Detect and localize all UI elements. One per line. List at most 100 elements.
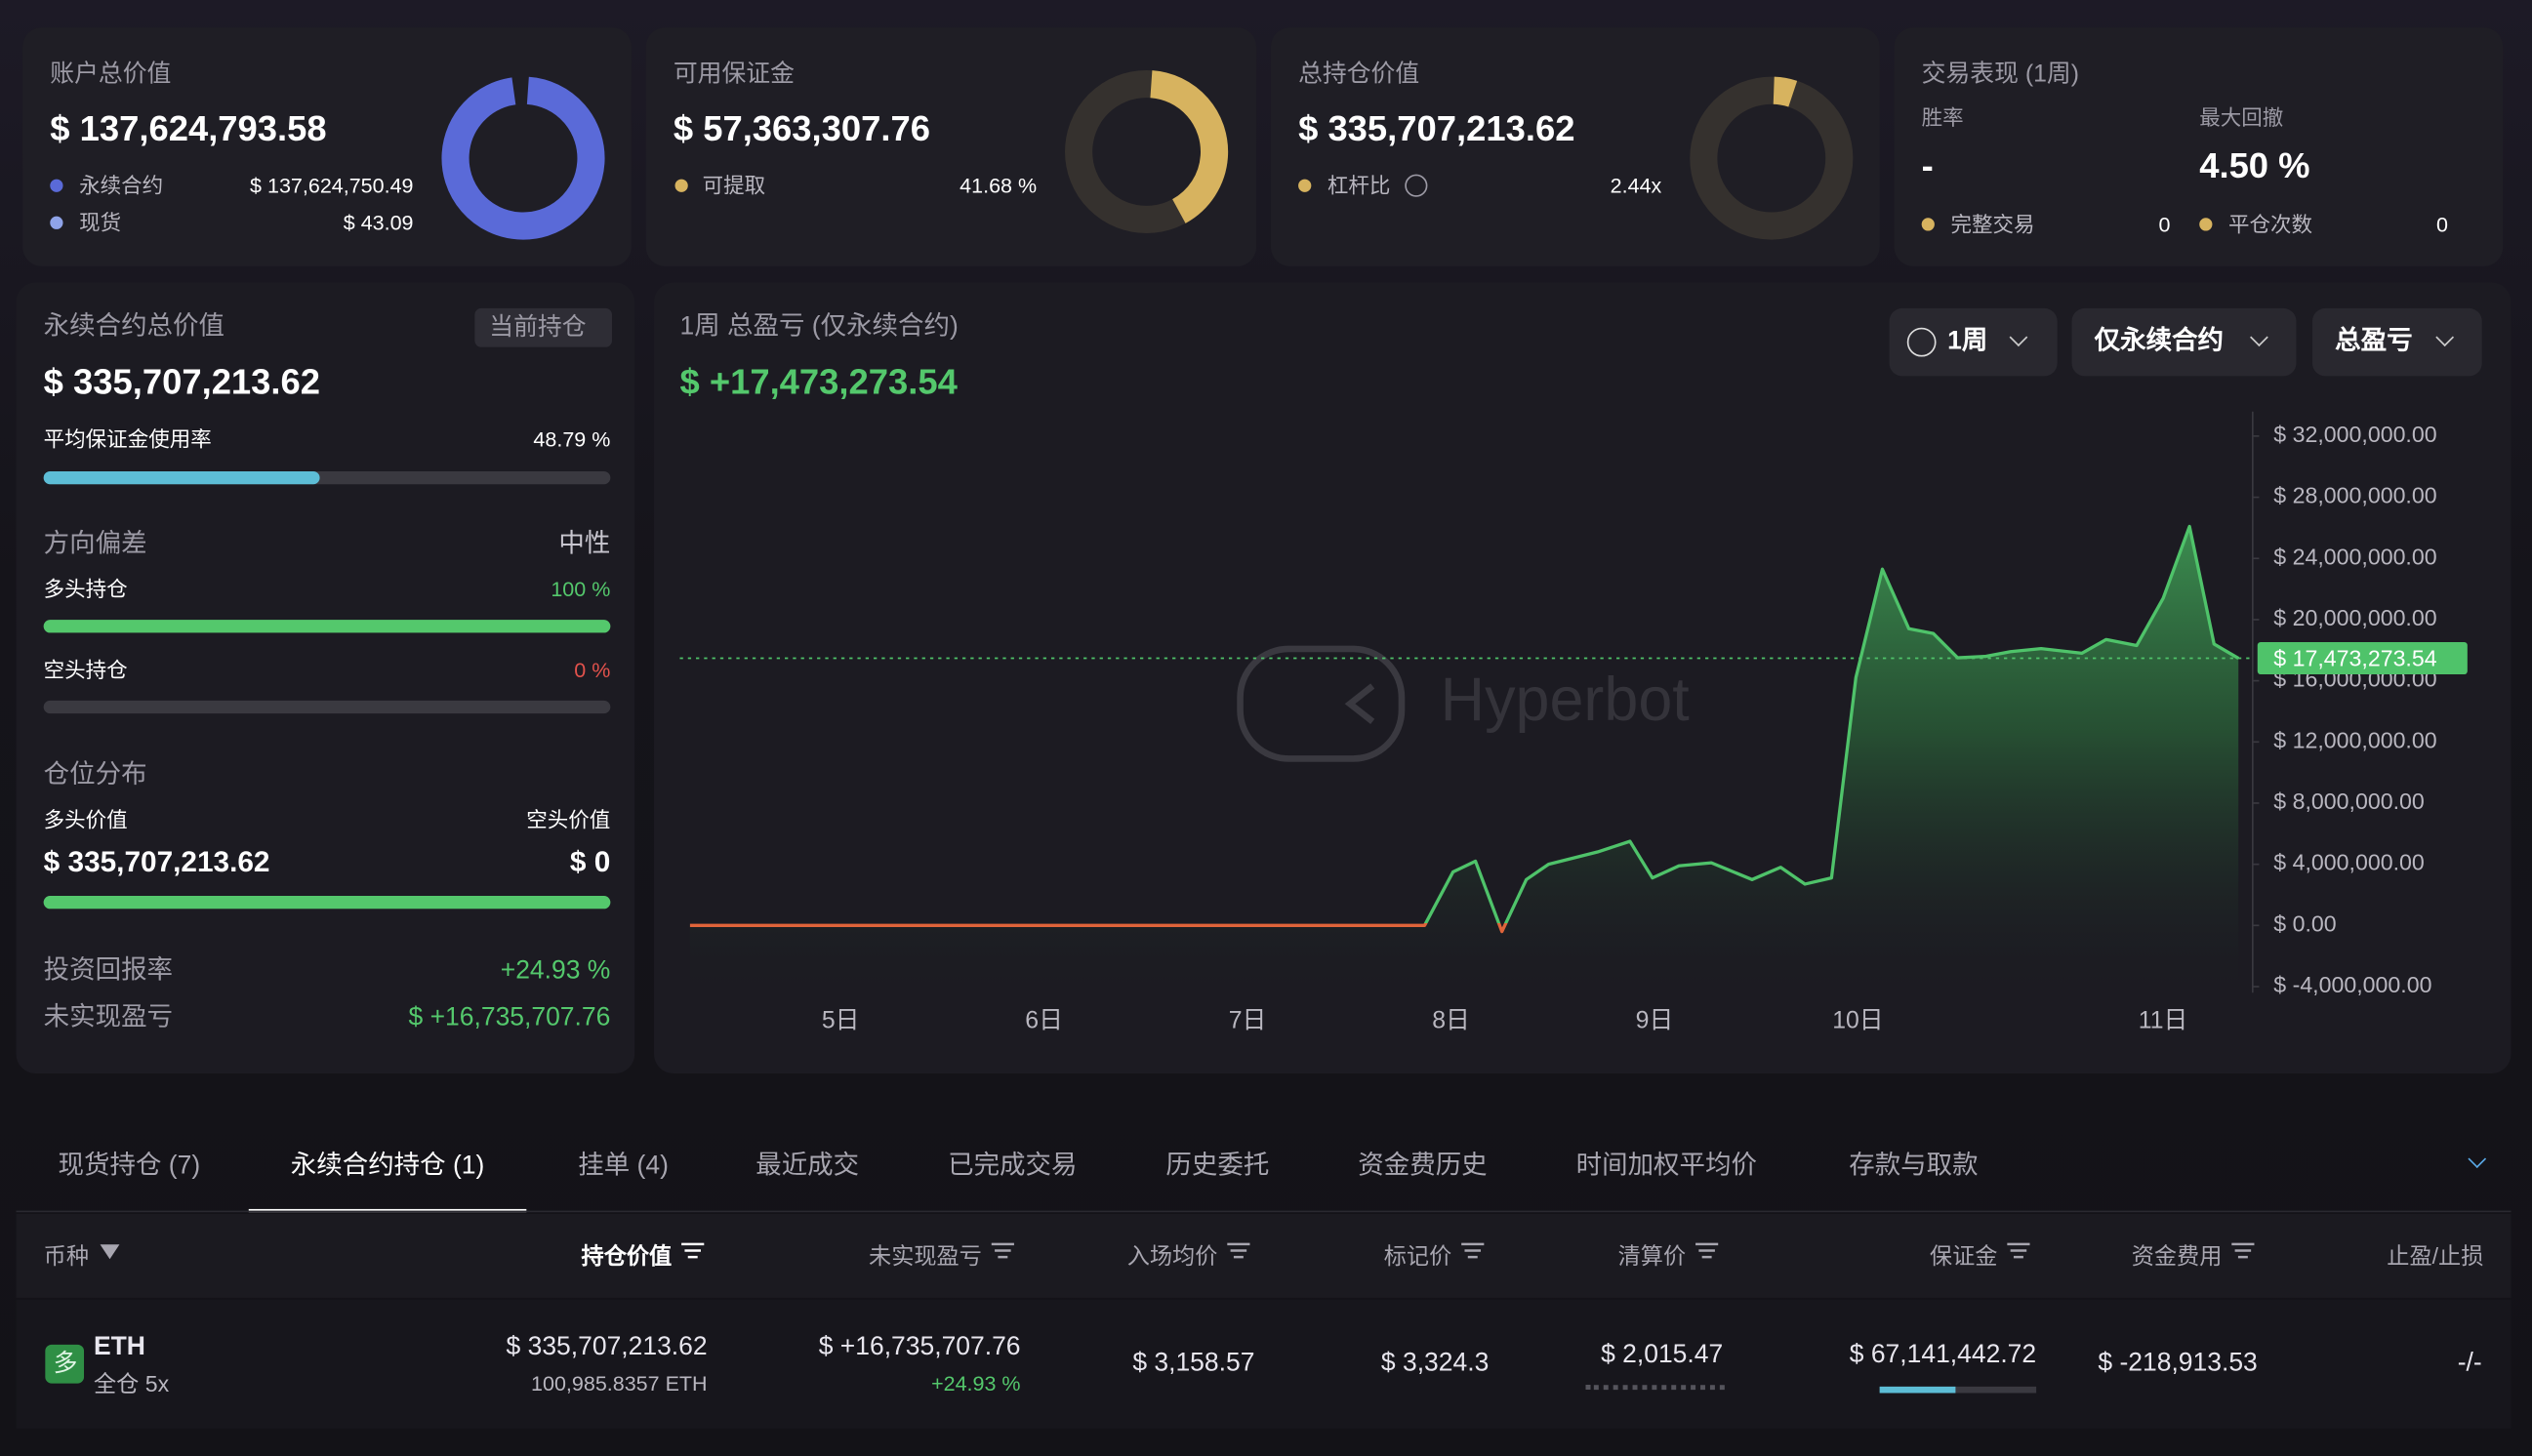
y-tick-label: $ 24,000,000.00 <box>2273 544 2436 569</box>
tab[interactable]: 资金费历史 <box>1358 1153 1488 1181</box>
x-tick-label: 9日 <box>1636 1008 1674 1034</box>
value: - <box>1921 144 1934 186</box>
tab[interactable]: 现货持仓 (7) <box>58 1153 201 1181</box>
column-header[interactable]: 持仓价值 <box>582 1239 705 1272</box>
filter-label[interactable]: 总盈亏 <box>2335 327 2413 355</box>
y-tick-label: $ 8,000,000.00 <box>2273 789 2424 814</box>
label: 平仓次数 <box>2227 212 2313 237</box>
donut-arc <box>1690 76 1854 240</box>
tab[interactable]: 已完成交易 <box>948 1153 1078 1181</box>
card-title: 交易表现 (1周) <box>1921 61 2079 89</box>
progress <box>43 896 611 910</box>
label: 未实现盈亏 <box>43 1003 174 1031</box>
tab[interactable]: 时间加权平均价 <box>1575 1153 1757 1181</box>
label: 平均保证金使用率 <box>43 426 212 452</box>
card-value: $ 57,363,307.76 <box>673 107 930 149</box>
filter-label[interactable]: 仅永续合约 <box>2094 327 2225 355</box>
last-value-label: $ 17,473,273.54 <box>2273 645 2436 670</box>
column-header[interactable]: 标记价 <box>1384 1239 1485 1272</box>
badge-bg <box>474 307 612 347</box>
label: 多头持仓 <box>43 577 128 602</box>
filter-button[interactable] <box>2312 307 2482 377</box>
value: $ +16,735,707.76 <box>408 1003 611 1031</box>
label: 完整交易 <box>1950 212 2035 237</box>
line <box>689 524 2240 934</box>
x-tick-label: 10日 <box>1832 1008 1883 1034</box>
margin-bar <box>1879 1386 2037 1394</box>
liq-price: $ 2,015.47 <box>1601 1341 1724 1369</box>
column-header[interactable]: 未实现盈亏 <box>869 1239 1014 1272</box>
filter-label[interactable]: 1周 <box>1947 327 1988 355</box>
donut <box>441 76 605 240</box>
tab[interactable]: 历史委托 <box>1165 1153 1270 1181</box>
value: 中性 <box>558 531 611 559</box>
dot <box>50 179 63 192</box>
row-label: 杠杆比 <box>1327 173 1391 198</box>
column-header[interactable]: 止盈/止损 <box>2387 1242 2484 1270</box>
y-tick-label: $ 28,000,000.00 <box>2273 483 2436 508</box>
mark-price: $ 3,324.3 <box>1380 1349 1490 1377</box>
card-title: 账户总价值 <box>50 61 172 89</box>
liq-underline <box>1585 1385 1725 1391</box>
dot <box>1298 179 1312 192</box>
filter-button[interactable] <box>2071 307 2297 377</box>
value: 0 <box>2436 212 2448 237</box>
tab[interactable]: 存款与取款 <box>1849 1153 1979 1181</box>
row-label: 现货 <box>79 210 122 235</box>
row-value: $ 137,624,750.49 <box>250 173 414 198</box>
tab[interactable]: 挂单 (4) <box>578 1153 669 1181</box>
y-tick-label: $ 4,000,000.00 <box>2273 850 2424 875</box>
value: $ 0 <box>569 845 611 878</box>
y-tick-label: $ -4,000,000.00 <box>2273 972 2431 997</box>
tpsl: -/- <box>2457 1349 2482 1377</box>
progress <box>43 470 611 485</box>
decoration <box>1237 645 1406 762</box>
panel-title: 1周 总盈亏 (仅永续合约) <box>679 312 959 342</box>
mode: 全仓 5x <box>93 1370 170 1396</box>
y-tick-label: $ 20,000,000.00 <box>2273 605 2436 630</box>
x-tick-label: 5日 <box>822 1008 860 1034</box>
card-title: 总持仓价值 <box>1298 61 1420 89</box>
funding: $ -218,913.53 <box>2098 1349 2258 1377</box>
label: 仓位分布 <box>43 761 147 789</box>
clock-icon <box>1906 327 1937 357</box>
position-value: $ 335,707,213.62 <box>506 1333 708 1361</box>
column-header[interactable]: 清算价 <box>1618 1239 1719 1272</box>
value: 48.79 % <box>533 426 611 452</box>
column-header[interactable]: 入场均价 <box>1127 1239 1250 1272</box>
column-header[interactable]: 保证金 <box>1930 1239 2030 1272</box>
value: 100 % <box>551 577 611 602</box>
margin: $ 67,141,442.72 <box>1849 1341 2037 1369</box>
margin-bar-fill <box>1879 1386 1956 1394</box>
watermark-logo <box>1237 645 1406 762</box>
label: 方向偏差 <box>43 531 147 559</box>
progress <box>43 700 611 714</box>
label: 胜率 <box>1921 105 1964 131</box>
collapse[interactable] <box>2468 1150 2487 1169</box>
tab[interactable]: 最近成交 <box>756 1153 860 1181</box>
donuts <box>441 69 1854 240</box>
watermark: Hyperbot <box>1441 666 1690 734</box>
decoration <box>1344 683 1375 724</box>
coin: ETH <box>93 1333 145 1361</box>
table-header-bg <box>16 1213 2512 1298</box>
progress-fill <box>43 896 611 910</box>
filter-icon <box>100 1244 120 1260</box>
dot <box>50 216 63 229</box>
label: 多头价值 <box>43 807 128 832</box>
row-label: 可提取 <box>702 173 766 198</box>
row-value: 41.68 % <box>960 173 1038 198</box>
card-value: $ 137,624,793.58 <box>50 107 327 149</box>
table-row <box>16 1299 2512 1429</box>
badge: 当前持仓 <box>489 313 587 342</box>
column-header[interactable]: 币种 <box>43 1242 89 1270</box>
dot <box>674 179 688 192</box>
entry-price: $ 3,158.57 <box>1132 1349 1255 1377</box>
progress <box>43 620 611 633</box>
value: 4.50 % <box>2199 144 2310 186</box>
column-header[interactable]: 资金费用 <box>2132 1239 2255 1272</box>
x-tick-label: 8日 <box>1432 1008 1470 1034</box>
tab[interactable]: 永续合约持仓 (1) <box>290 1153 485 1181</box>
